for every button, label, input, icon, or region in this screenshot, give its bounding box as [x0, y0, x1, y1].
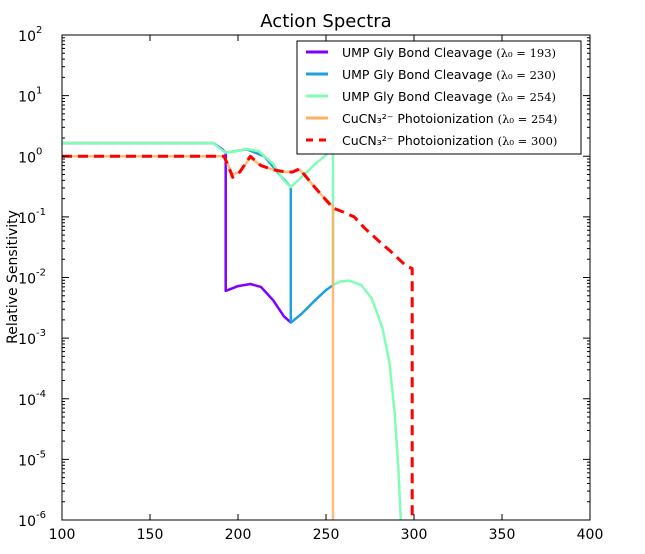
legend-lambda: (λ₀ = 254) — [498, 112, 558, 126]
x-axis-label: nm — [315, 551, 338, 554]
x-tick-label: 250 — [313, 527, 340, 543]
y-tick-exponent: -1 — [36, 207, 46, 218]
x-tick-label: 300 — [401, 527, 428, 543]
legend: UMP Gly Bond Cleavage (λ₀ = 193) UMP Gly … — [296, 40, 582, 155]
legend-lambda: (λ₀ = 300) — [498, 134, 558, 148]
y-tick-exponent: -5 — [36, 449, 46, 460]
legend-frame — [296, 40, 582, 155]
x-tick-label: 350 — [489, 527, 516, 543]
legend-label: UMP Gly Bond Cleavage (λ₀ = 193) — [342, 45, 556, 60]
series-line-4 — [62, 154, 414, 520]
legend-label: CuCN₃²⁻ Photoionization (λ₀ = 300) — [342, 133, 557, 148]
legend-lambda: (λ₀ = 230) — [496, 68, 556, 82]
legend-lambda: (λ₀ = 193) — [496, 46, 556, 60]
y-tick-label: 10 — [18, 453, 36, 469]
series-line-2 — [62, 141, 403, 520]
y-tick-label: 10 — [18, 514, 36, 530]
legend-label: CuCN₃²⁻ Photoionization (λ₀ = 254) — [342, 111, 557, 126]
y-tick-exponent: -2 — [36, 268, 46, 279]
x-tick-label: 100 — [49, 527, 76, 543]
y-tick-exponent: -4 — [36, 389, 46, 400]
y-tick-label: 10 — [18, 393, 36, 409]
y-tick-exponent: -6 — [36, 510, 46, 521]
y-tick-label: 10 — [18, 272, 36, 288]
y-tick-exponent: 1 — [36, 86, 42, 97]
y-tick-label: 10 — [18, 90, 36, 106]
y-tick-exponent: 0 — [36, 146, 42, 157]
y-tick-label: 10 — [18, 332, 36, 348]
x-tick-label: 200 — [225, 527, 252, 543]
y-axis-label: Relative Sensitivity — [5, 210, 21, 344]
y-tick-exponent: 2 — [36, 25, 42, 36]
legend-label: UMP Gly Bond Cleavage (λ₀ = 230) — [342, 67, 556, 82]
legend-label: UMP Gly Bond Cleavage (λ₀ = 254) — [342, 89, 556, 104]
x-tick-label: 400 — [577, 527, 604, 543]
y-tick-label: 10 — [18, 29, 36, 45]
y-tick-label: 10 — [18, 150, 36, 166]
y-tick-exponent: -3 — [36, 328, 46, 339]
y-tick-label: 10 — [18, 211, 36, 227]
x-tick-label: 150 — [137, 527, 164, 543]
legend-lambda: (λ₀ = 254) — [496, 90, 556, 104]
chart-title: Action Spectra — [260, 11, 391, 32]
